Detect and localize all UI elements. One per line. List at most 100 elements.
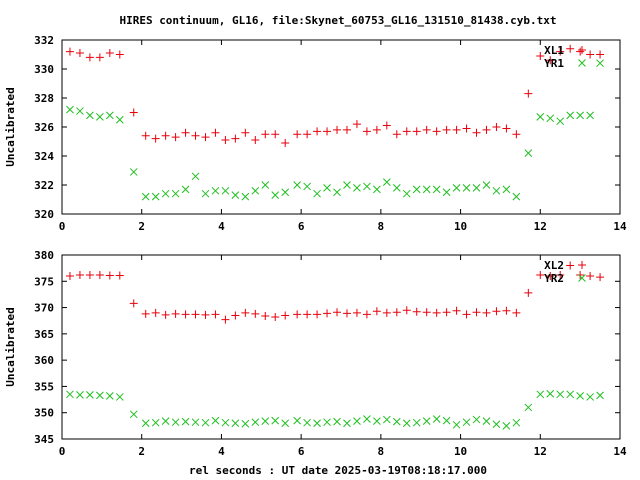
data-point bbox=[333, 125, 342, 134]
data-point bbox=[372, 125, 381, 134]
x-tick-label: 0 bbox=[59, 220, 66, 233]
data-point bbox=[221, 136, 230, 145]
data-point bbox=[151, 308, 160, 317]
data-point bbox=[271, 313, 280, 322]
data-point bbox=[432, 185, 441, 194]
data-point bbox=[402, 419, 411, 428]
legend-label: YR2 bbox=[544, 272, 564, 285]
data-point bbox=[303, 130, 312, 139]
data-point bbox=[251, 136, 260, 145]
data-point bbox=[281, 419, 290, 428]
data-point bbox=[422, 417, 431, 425]
y-tick-label: 360 bbox=[34, 354, 54, 367]
data-point bbox=[596, 273, 605, 282]
data-point bbox=[492, 307, 501, 316]
data-point bbox=[303, 310, 312, 319]
data-point bbox=[402, 306, 411, 315]
y-tick-label: 322 bbox=[34, 179, 54, 192]
data-point bbox=[95, 270, 104, 279]
data-point bbox=[432, 127, 441, 136]
data-point bbox=[373, 417, 381, 425]
data-point bbox=[281, 311, 290, 320]
data-point bbox=[86, 390, 94, 399]
data-point bbox=[432, 415, 441, 423]
data-point bbox=[231, 311, 240, 320]
data-point bbox=[115, 393, 124, 401]
data-point bbox=[576, 47, 585, 56]
data-point bbox=[524, 403, 533, 412]
data-point bbox=[201, 310, 210, 319]
data-point bbox=[281, 138, 290, 147]
data-point bbox=[556, 270, 565, 279]
data-point bbox=[241, 192, 250, 201]
y-tick-label: 350 bbox=[34, 407, 54, 420]
x-tick-label: 4 bbox=[218, 220, 225, 233]
data-point bbox=[482, 181, 491, 189]
data-point bbox=[442, 125, 451, 134]
data-point bbox=[211, 128, 220, 137]
data-point bbox=[392, 417, 401, 426]
data-point bbox=[452, 306, 461, 315]
data-point bbox=[392, 308, 401, 317]
data-point bbox=[261, 311, 270, 320]
data-point bbox=[502, 185, 511, 194]
data-point bbox=[76, 107, 84, 115]
y-tick-label: 330 bbox=[34, 63, 54, 76]
data-point bbox=[251, 418, 260, 427]
data-point bbox=[343, 181, 351, 189]
data-point bbox=[502, 306, 511, 315]
data-point bbox=[191, 172, 200, 181]
data-point bbox=[556, 47, 565, 56]
data-point bbox=[251, 186, 260, 195]
data-point bbox=[546, 389, 555, 398]
x-tick-label: 2 bbox=[138, 445, 145, 458]
data-point bbox=[191, 310, 200, 319]
data-point bbox=[596, 50, 605, 59]
data-point bbox=[161, 417, 170, 425]
legend-label: XL2 bbox=[544, 259, 564, 272]
y-tick-label: 332 bbox=[34, 34, 54, 47]
data-point bbox=[342, 309, 351, 318]
data-point bbox=[261, 181, 270, 189]
data-point bbox=[576, 392, 584, 400]
data-point bbox=[566, 44, 575, 53]
data-point bbox=[323, 127, 332, 136]
data-point bbox=[241, 308, 250, 317]
y-tick-label: 328 bbox=[34, 92, 54, 105]
data-point bbox=[241, 419, 250, 428]
data-point bbox=[171, 133, 180, 142]
plot-frame bbox=[61, 254, 621, 440]
data-point bbox=[402, 189, 411, 198]
data-point bbox=[211, 310, 220, 319]
x-tick-label: 12 bbox=[534, 220, 547, 233]
legend-label: YR1 bbox=[544, 57, 564, 70]
data-point bbox=[129, 299, 138, 308]
data-point bbox=[251, 309, 260, 318]
data-point bbox=[502, 422, 511, 430]
y-tick-label: 320 bbox=[34, 208, 54, 221]
data-point bbox=[313, 419, 321, 428]
chart-title: HIRES continuum, GL16, file:Skynet_60753… bbox=[119, 14, 556, 27]
data-point bbox=[293, 416, 302, 425]
data-point bbox=[66, 105, 74, 114]
data-point bbox=[221, 418, 230, 427]
data-point bbox=[313, 127, 322, 136]
data-point bbox=[141, 309, 150, 318]
data-point bbox=[596, 59, 604, 68]
x-tick-label: 8 bbox=[378, 220, 385, 233]
data-point bbox=[492, 420, 501, 429]
data-point bbox=[546, 272, 555, 281]
data-point bbox=[66, 390, 74, 399]
series-yr2 bbox=[66, 389, 604, 430]
data-point bbox=[95, 53, 104, 62]
data-point bbox=[382, 415, 391, 424]
y-tick-label: 375 bbox=[34, 275, 54, 288]
data-point bbox=[261, 417, 270, 425]
data-point bbox=[442, 188, 451, 197]
data-point bbox=[96, 391, 104, 400]
data-point bbox=[472, 308, 481, 317]
data-point bbox=[482, 125, 491, 134]
data-point bbox=[105, 271, 114, 280]
